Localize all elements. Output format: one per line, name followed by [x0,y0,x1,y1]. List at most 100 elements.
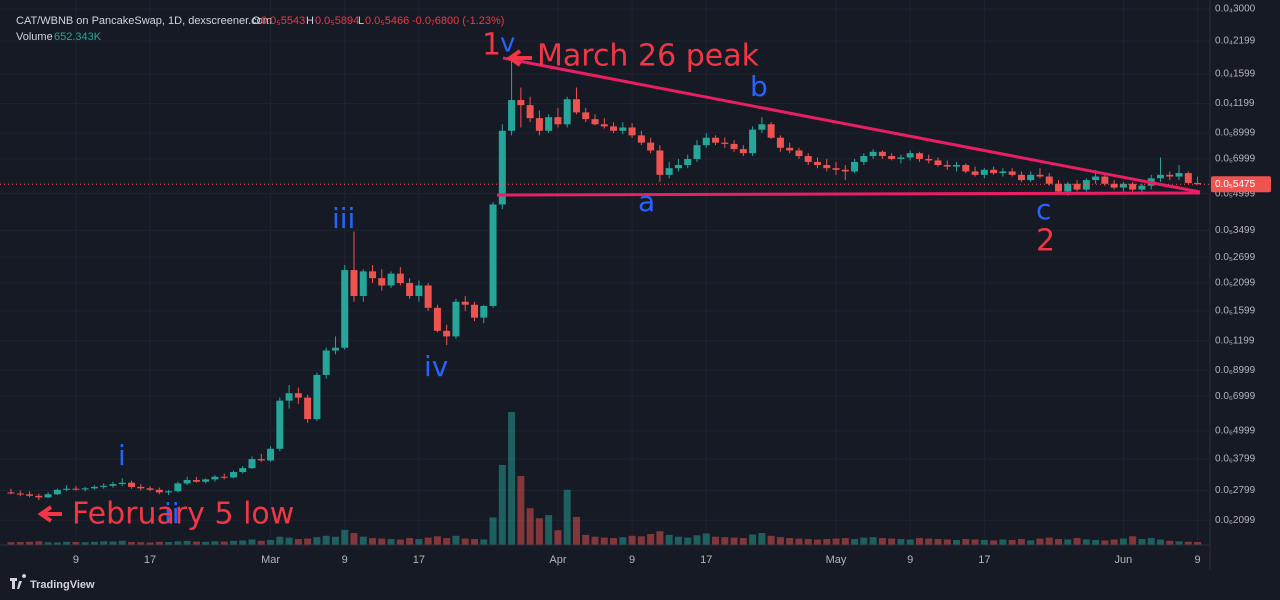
candle-body [369,271,377,279]
candle-body [378,278,386,286]
candle-body [26,494,34,496]
annotation: March 26 peak [537,39,760,74]
volume-bar [1138,539,1146,545]
volume-bar [471,539,478,545]
candle-body [1194,182,1202,185]
candle-body [452,301,460,337]
volume-bar [795,538,803,545]
candle-body [1036,174,1044,177]
volume-bar [823,539,831,545]
x-tick-label: May [826,554,847,566]
candle-body [776,137,784,148]
volume-bar [165,542,173,545]
candle-body [795,150,803,157]
candle-body [359,271,367,297]
candle-body [637,135,645,143]
candle-body [1008,171,1016,175]
y-tick-label: 0.0₄1599 [1215,68,1256,79]
candle-body [350,270,358,297]
x-tick-label: 9 [342,554,348,566]
trend-line [502,56,1201,194]
candle-body [1138,185,1146,190]
volume-bar [637,536,645,545]
volume-bar [776,537,784,545]
ohlc-value: 0.0₅5894 [315,15,359,27]
candle-body [128,482,136,487]
candle-body [832,168,840,170]
volume-bar [508,412,516,545]
candle-body [971,171,979,175]
y-tick-label: 0.0₅8999 [1215,128,1256,139]
candle-body [155,489,163,493]
candle-body [656,150,664,175]
candle-body [841,169,849,172]
candle-body [925,158,933,161]
candle-body [878,151,886,157]
logo [10,574,27,589]
volume-bar [155,541,163,545]
candle-body [647,142,655,151]
candle-body [461,301,469,305]
annotation: February 5 low [72,497,294,532]
volume-bar [406,538,414,545]
volume-bar [684,537,692,545]
volume-label: Volume [16,31,53,43]
volume-bar [63,541,71,545]
ohlc-value: 0.0₅5466 [365,15,409,27]
candle-body [322,350,330,375]
annotation: iii [332,202,355,235]
volume-bar [489,517,497,545]
volume-bar [915,538,923,545]
volume-bar [378,538,386,545]
volume-bar [26,541,34,545]
volume-bar [665,534,673,545]
candle-body [962,164,970,172]
candle-body [712,137,720,143]
volume-bar [1184,541,1192,545]
candle-body [239,468,247,473]
change: -0.0₇6800 (-1.23%) [412,15,504,27]
volume-bar [109,541,117,545]
volume-bar [1092,539,1100,545]
candle-body [554,117,562,125]
candle-body [674,164,682,169]
candle-body [953,164,961,167]
ohlc-label: H [306,15,314,27]
volume-bar [980,539,988,545]
volume-bar [183,540,191,545]
y-tick-label: 0.0₆6999 [1215,391,1256,402]
volume-bar [81,542,89,545]
volume-bar [1156,539,1164,545]
volume-bar [350,533,358,545]
volume-bar [971,539,979,545]
volume-bar [990,540,998,545]
candle-body [81,488,89,490]
volume-bar [517,475,525,545]
volume-bar [535,518,543,545]
volume-bar [934,539,942,545]
volume-bar [1175,541,1183,545]
volume-bar [962,539,970,545]
candle-body [813,161,821,165]
candle-body [489,204,497,306]
volume-bar [1045,537,1053,545]
candle-body [758,124,766,130]
volume-bar [953,539,961,545]
candle-body [545,117,553,131]
candle-body [433,307,441,331]
volume-bar [869,537,877,545]
annotation: i [118,439,126,472]
candle-body [406,282,414,297]
volume-bar [897,539,905,545]
volume-bar [832,538,840,545]
candle-body [508,100,516,131]
candle-body [118,482,126,485]
candle-body [424,285,432,308]
volume-bar [943,539,951,545]
y-tick-label: 0.0₆2799 [1215,485,1256,496]
volume-bar [294,539,302,545]
x-tick-label: 9 [73,554,79,566]
candle-body [526,105,534,119]
candle-body [7,492,15,494]
